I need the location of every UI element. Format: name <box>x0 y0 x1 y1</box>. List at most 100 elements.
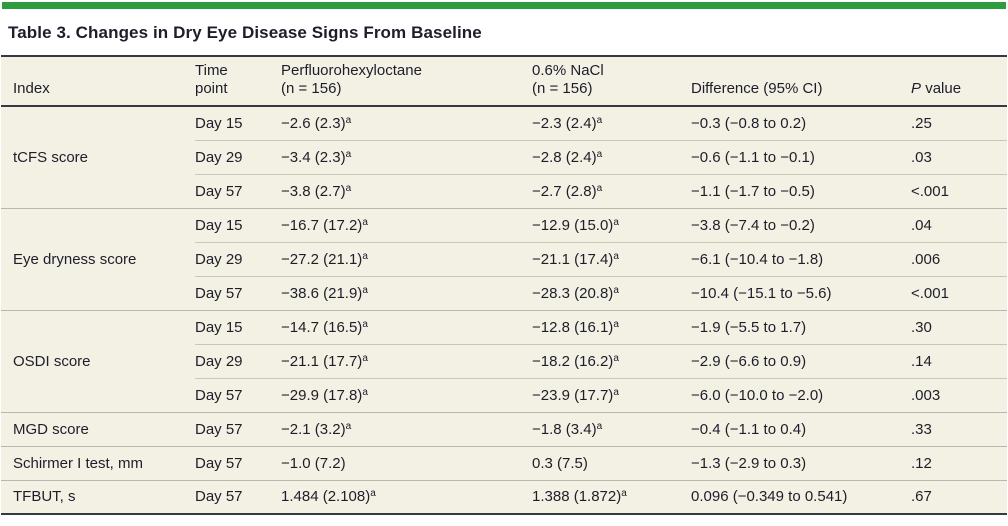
table-row: tCFS score Day 15 −2.6 (2.3)a −2.3 (2.4)… <box>1 106 1007 166</box>
table-row: OSDI score Day 15 −14.7 (16.5)a −12.8 (1… <box>1 309 1007 412</box>
difference-cell: −1.1 (−1.7 to −0.5) <box>691 173 911 208</box>
footnote-marker: a <box>370 488 376 500</box>
footnote-marker: a <box>362 250 368 262</box>
pfho-cell: −29.9 (17.8)a <box>281 377 532 412</box>
index-cell-osdi: OSDI score <box>1 309 195 412</box>
time-cell: Day 15 <box>195 309 281 344</box>
p-value-cell: .04 <box>911 207 1007 242</box>
col-header-p-value: P value <box>911 57 1007 107</box>
time-cell: Day 29 <box>195 241 281 276</box>
nacl-cell: 0.3 (7.5) <box>532 445 691 480</box>
index-cell-mgd: MGD score <box>1 411 195 446</box>
difference-cell: −6.1 (−10.4 to −1.8) <box>691 241 911 276</box>
footnote-marker: a <box>345 148 352 160</box>
dry-eye-signs-table: Index Time point Perfluorohexyloctane (n… <box>1 57 1007 515</box>
p-value-cell: <.001 <box>911 275 1007 310</box>
table-row: Schirmer I test, mm Day 57 −1.0 (7.2) 0.… <box>1 445 1007 480</box>
nacl-cell: −2.7 (2.8)a <box>532 173 691 208</box>
pfho-cell: −14.7 (16.5)a <box>281 309 532 344</box>
footnote-marker: a <box>362 216 368 228</box>
p-value-cell: .30 <box>911 309 1007 344</box>
difference-cell: 0.096 (−0.349 to 0.541) <box>691 479 911 515</box>
difference-cell: −3.8 (−7.4 to −0.2) <box>691 207 911 242</box>
footnote-marker: a <box>362 386 368 398</box>
footnote-marker: a <box>621 488 627 500</box>
nacl-cell: −1.8 (3.4)a <box>532 411 691 446</box>
header-row: Index Time point Perfluorohexyloctane (n… <box>1 57 1007 107</box>
table-row: Day 29 −3.4 (2.3)a −2.8 (2.4)a −0.6 (−1.… <box>1 139 1007 174</box>
footnote-marker: a <box>345 114 352 126</box>
difference-cell: −2.9 (−6.6 to 0.9) <box>691 343 911 378</box>
difference-cell: −1.3 (−2.9 to 0.3) <box>691 445 911 480</box>
time-cell: Day 15 <box>195 207 281 242</box>
footnote-marker: a <box>596 182 603 194</box>
col-header-time-point: Time point <box>195 57 281 107</box>
p-value-cell: .67 <box>911 479 1007 515</box>
footnote-marker: a <box>345 182 352 194</box>
nacl-cell: −21.1 (17.4)a <box>532 241 691 276</box>
footnote-marker: a <box>596 114 603 126</box>
table-title: Table 3. Changes in Dry Eye Disease Sign… <box>8 23 482 42</box>
pfho-cell: −2.1 (3.2)a <box>281 411 532 446</box>
index-cell-tcfs: tCFS score <box>13 148 89 166</box>
pfho-cell: −38.6 (21.9)a <box>281 275 532 310</box>
index-cell-eye-dryness: Eye dryness score <box>1 207 195 310</box>
nacl-cell: −23.9 (17.7)a <box>532 377 691 412</box>
footnote-marker: a <box>613 250 619 262</box>
nacl-cell: −28.3 (20.8)a <box>532 275 691 310</box>
table-row: Day 29 −27.2 (21.1)a −21.1 (17.4)a −6.1 … <box>1 241 1007 276</box>
time-cell: Day 57 <box>195 377 281 412</box>
time-cell: Day 15 <box>195 114 243 132</box>
index-cell-schirmer: Schirmer I test, mm <box>1 445 195 480</box>
nacl-cell: −12.8 (16.1)a <box>532 309 691 344</box>
col-header-index: Index <box>1 57 195 107</box>
table-header: Index Time point Perfluorohexyloctane (n… <box>1 57 1007 107</box>
footnote-marker: a <box>613 284 619 296</box>
table-row: Day 29 −21.1 (17.7)a −18.2 (16.2)a −2.9 … <box>1 343 1007 378</box>
pfho-cell: −16.7 (17.2)a <box>281 207 532 242</box>
time-cell: Day 57 <box>195 445 281 480</box>
p-value-cell: .25 <box>911 114 932 132</box>
difference-cell: −0.3 (−0.8 to 0.2) <box>691 114 807 132</box>
pfho-cell: −3.4 (2.3)a <box>281 139 532 174</box>
index-cell-tfbut: TFBUT, s <box>1 479 195 515</box>
pfho-cell: −27.2 (21.1)a <box>281 241 532 276</box>
time-cell: Day 29 <box>195 139 281 174</box>
footnote-marker: a <box>362 318 368 330</box>
table-accent-bar <box>2 2 1006 9</box>
time-cell: Day 57 <box>195 479 281 515</box>
nacl-cell: −12.9 (15.0)a <box>532 207 691 242</box>
p-value-cell: .14 <box>911 343 1007 378</box>
difference-cell: −1.9 (−5.5 to 1.7) <box>691 309 911 344</box>
footnote-marker: a <box>613 216 619 228</box>
col-header-difference: Difference (95% CI) <box>691 57 911 107</box>
p-value-cell: .12 <box>911 445 1007 480</box>
difference-cell: −10.4 (−15.1 to −5.6) <box>691 275 911 310</box>
table-row: Eye dryness score Day 15 −16.7 (17.2)a −… <box>1 207 1007 310</box>
col-header-perfluorohexyloctane: Perfluorohexyloctane (n = 156) <box>281 57 532 107</box>
title-rule <box>1 55 1007 57</box>
difference-cell: −0.6 (−1.1 to −0.1) <box>691 139 911 174</box>
p-value-cell: <.001 <box>911 173 1007 208</box>
nacl-cell: −2.8 (2.4)a <box>532 139 691 174</box>
time-cell: Day 57 <box>195 173 281 208</box>
pfho-cell: −3.8 (2.7)a <box>281 173 532 208</box>
pfho-cell: −1.0 (7.2) <box>281 445 532 480</box>
nacl-cell: −2.3 (2.4)a <box>532 114 603 132</box>
table-row: Day 57 −29.9 (17.8)a −23.9 (17.7)a −6.0 … <box>1 377 1007 412</box>
difference-cell: −6.0 (−10.0 to −2.0) <box>691 377 911 412</box>
table-row: Day 57 −38.6 (21.9)a −28.3 (20.8)a −10.4… <box>1 275 1007 310</box>
pfho-cell: −2.6 (2.3)a <box>281 114 352 132</box>
pfho-cell: 1.484 (2.108)a <box>281 479 532 515</box>
pfho-cell: −21.1 (17.7)a <box>281 343 532 378</box>
table-row: Day 57 −3.8 (2.7)a −2.7 (2.8)a −1.1 (−1.… <box>1 173 1007 208</box>
footnote-marker: a <box>362 284 368 296</box>
footnote-marker: a <box>596 420 603 432</box>
footnote-marker: a <box>613 352 619 364</box>
footnote-marker: a <box>613 318 619 330</box>
table-body: tCFS score Day 15 −2.6 (2.3)a −2.3 (2.4)… <box>1 106 1007 515</box>
footnote-marker: a <box>362 352 368 364</box>
nacl-cell: 1.388 (1.872)a <box>532 479 691 515</box>
table-row: TFBUT, s Day 57 1.484 (2.108)a 1.388 (1.… <box>1 479 1007 515</box>
p-value-cell: .006 <box>911 241 1007 276</box>
